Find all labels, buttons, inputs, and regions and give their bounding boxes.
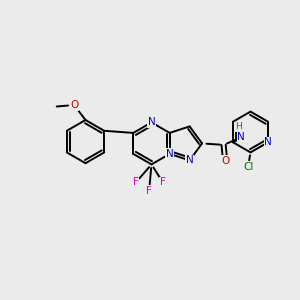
Text: N: N xyxy=(237,132,245,142)
Text: F: F xyxy=(133,177,139,188)
Text: N: N xyxy=(166,149,174,159)
Text: O: O xyxy=(70,100,78,110)
Text: N: N xyxy=(186,155,194,165)
Text: H: H xyxy=(235,122,242,131)
Text: F: F xyxy=(160,177,166,188)
Text: Cl: Cl xyxy=(243,162,253,172)
Text: O: O xyxy=(221,155,229,166)
Text: F: F xyxy=(146,186,152,196)
Text: N: N xyxy=(148,117,155,128)
Text: N: N xyxy=(264,137,272,147)
